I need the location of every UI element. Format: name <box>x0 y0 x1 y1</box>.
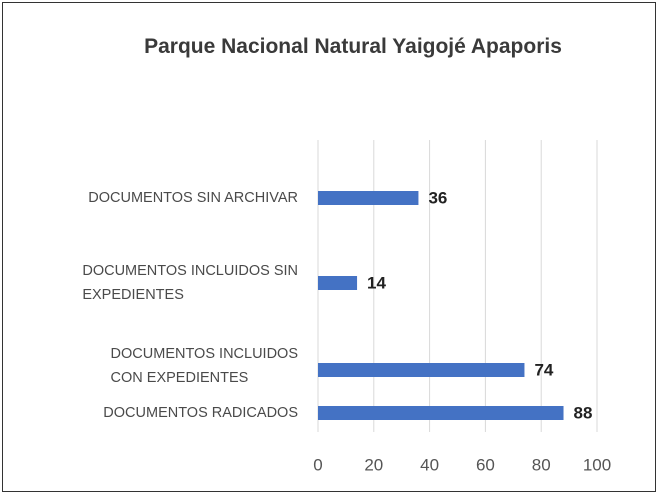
data-label: 74 <box>534 360 553 379</box>
x-tick-label: 0 <box>313 455 322 474</box>
x-tick-label: 60 <box>476 455 495 474</box>
x-tick-label: 20 <box>364 455 383 474</box>
data-label: 88 <box>574 403 593 422</box>
data-label: 14 <box>367 273 386 292</box>
bar <box>318 363 525 377</box>
chart-frame <box>2 2 656 492</box>
y-tick-label: DOCUMENTOS SIN ARCHIVAR <box>88 190 298 206</box>
bar <box>318 191 419 205</box>
x-tick-label: 80 <box>532 455 551 474</box>
y-tick-label: DOCUMENTOS RADICADOS <box>103 405 298 421</box>
chart-title: Parque Nacional Natural Yaigojé Apaporis <box>144 35 562 58</box>
y-tick-label: DOCUMENTOS INCLUIDOS CON EXPEDIENTES <box>110 346 298 386</box>
bar <box>318 406 564 420</box>
bar <box>318 276 358 290</box>
x-tick-label: 100 <box>583 455 611 474</box>
y-tick-label: DOCUMENTOS INCLUIDOS SIN EXPEDIENTES <box>82 263 298 303</box>
data-label: 36 <box>428 188 447 207</box>
x-tick-label: 40 <box>420 455 439 474</box>
